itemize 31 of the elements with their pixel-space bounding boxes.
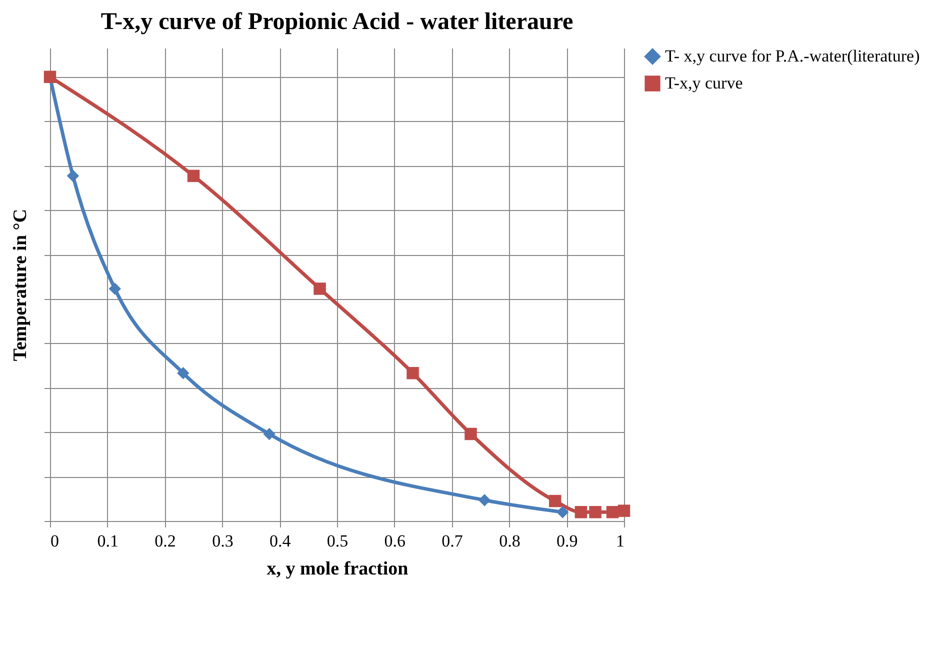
legend-label: T- x,y curve for P.A.-water(literature) xyxy=(665,46,920,66)
point xyxy=(187,170,200,182)
point xyxy=(464,428,477,440)
point xyxy=(478,494,491,506)
point xyxy=(606,506,619,518)
point xyxy=(108,282,121,295)
point xyxy=(574,506,588,518)
x-tick-label: 0 xyxy=(50,532,59,550)
point xyxy=(66,170,80,182)
point xyxy=(314,282,326,295)
point xyxy=(618,504,630,517)
point xyxy=(177,366,190,380)
point xyxy=(548,494,562,508)
x-tick-label: 0.2 xyxy=(154,532,176,550)
x-tick-label: 0.8 xyxy=(499,532,520,550)
x-tick-label: 0.1 xyxy=(97,532,119,550)
x-tick-label: 0.9 xyxy=(556,532,578,550)
point xyxy=(406,366,419,380)
chart-title: T-x,y curve of Propionic Acid - water literaure xyxy=(100,9,574,35)
point xyxy=(589,506,602,518)
x-tick-label: 0.5 xyxy=(326,532,348,550)
x-tick-label: 0.7 xyxy=(442,532,464,550)
x-tick-label: 0.3 xyxy=(212,532,234,550)
x-tick-label: 1 xyxy=(616,532,624,550)
legend-label: T-x,y curve xyxy=(665,74,743,92)
y-axis-title: Temperature in °C xyxy=(10,208,31,362)
x-tick-label: 0.4 xyxy=(269,532,292,550)
x-tick-label: 0.6 xyxy=(384,532,406,550)
point xyxy=(263,428,276,440)
x-axis-title: x, y mole fraction xyxy=(266,558,409,580)
point xyxy=(556,506,569,518)
